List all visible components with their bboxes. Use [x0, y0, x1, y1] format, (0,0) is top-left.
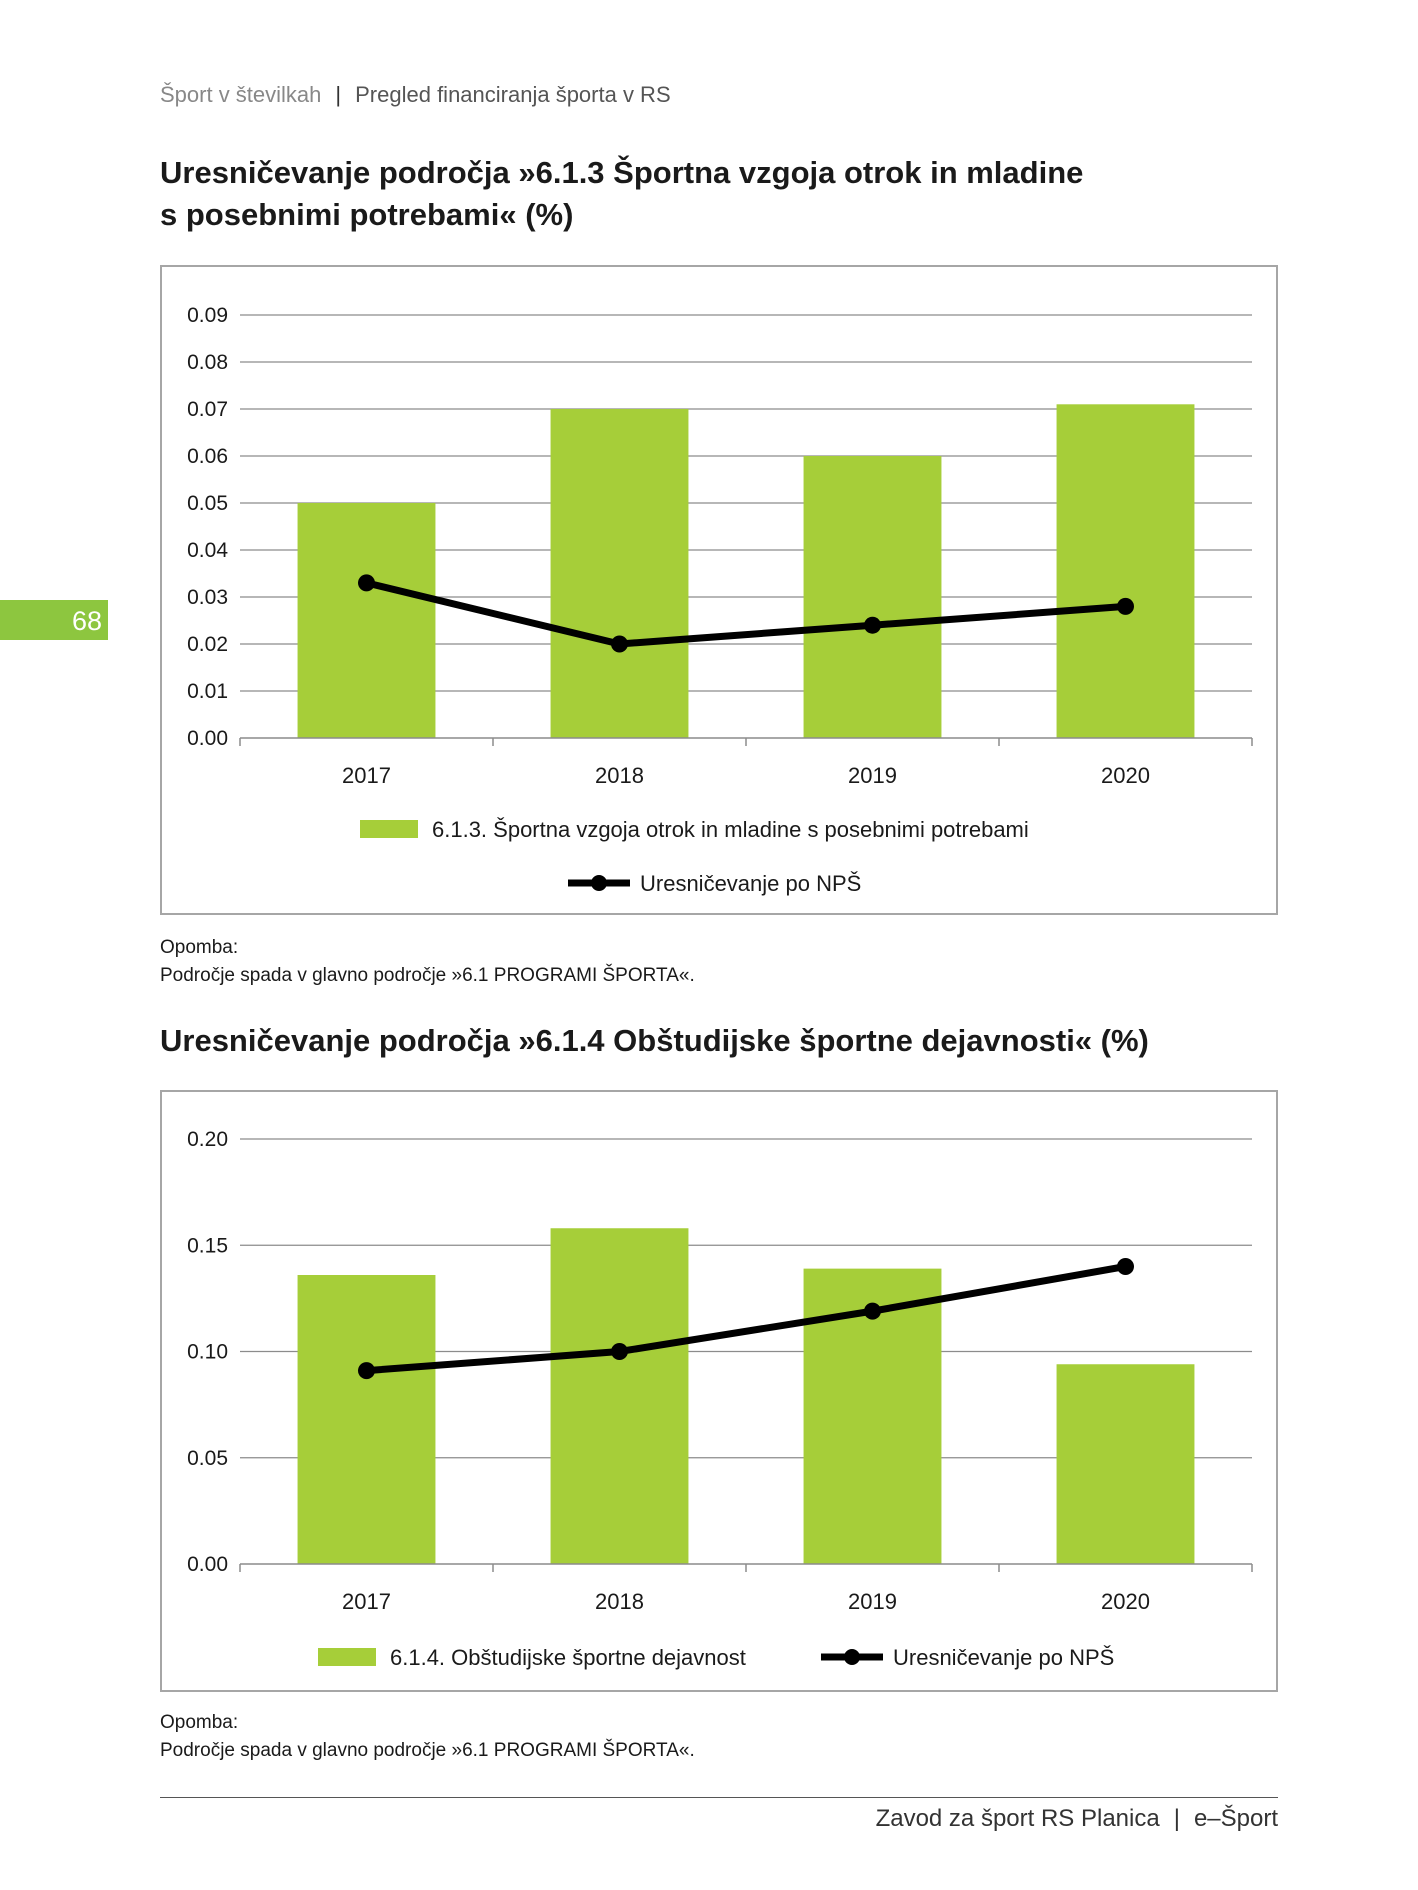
chart-1-y-tick-label: 0.06: [187, 445, 228, 468]
chart-1-y-tick-label: 0.04: [187, 539, 228, 562]
chart-1-line-point-2017: [358, 574, 375, 592]
chart-1-title: Uresničevanje področja »6.1.3 Športna vz…: [160, 152, 1280, 236]
chart-2-bar-2017: [297, 1275, 436, 1564]
chart-1-note-text: Področje spada v glavno področje »6.1 PR…: [160, 965, 695, 986]
chart-1-note: Opomba: Področje spada v glavno področje…: [160, 934, 695, 990]
running-footer: Zavod za šport RS Planica | e–Šport: [876, 1805, 1278, 1833]
footer-rule: [160, 1797, 1278, 1798]
footer-publication: e–Šport: [1193, 1805, 1278, 1832]
chart-2-line-point-2020: [1117, 1258, 1134, 1275]
chart-1-y-tick-label: 0.09: [187, 304, 228, 327]
chart-1-note-label: Opomba:: [160, 937, 239, 958]
page-number-tab: 68: [0, 600, 108, 640]
chart-2-y-tick-label: 0.15: [187, 1234, 228, 1257]
chart-1-x-tick-label: 2018: [595, 763, 644, 788]
chart-2-frame: 0.00 0.05 0.10 0.15 0.20 2017 2018 2019 2020 6.1.…: [160, 1090, 1278, 1692]
chart-2-x-tick-label: 2018: [595, 1589, 644, 1614]
chart-2-line-point-2019: [864, 1302, 881, 1320]
chart-1-x-tick-label: 2017: [342, 763, 391, 788]
chart-1-bar-2020: [1056, 404, 1195, 738]
chart-2-note: Opomba: Področje spada v glavno področje…: [160, 1709, 695, 1765]
chart-1-title-line-2: s posebnimi potrebami« (%): [160, 197, 574, 232]
chart-1-y-tick-label: 0.03: [187, 586, 228, 609]
chart-1-y-tick-label: 0.05: [187, 492, 228, 515]
chart-2-note-label: Opomba:: [160, 1712, 239, 1733]
chart-2-line-point-2017: [358, 1362, 375, 1380]
chart-1-legend-label: 6.1.3. Športna vzgoja otrok in mladine s…: [432, 817, 1029, 842]
running-header: Šport v številkah | Pregled financiranja š…: [160, 82, 671, 108]
chart-2-legend-label: 6.1.4. Obštudijske športne dejavnost: [390, 1645, 746, 1670]
chart-2-bar-2020: [1056, 1364, 1195, 1564]
header-section: Pregled financiranja športa v RS: [355, 82, 671, 107]
chart-2-legend-swatch-bar: [318, 1648, 376, 1666]
chart-2-x-tick-label: 2020: [1101, 1589, 1150, 1614]
chart-2-y-tick-label: 0.10: [187, 1341, 228, 1364]
chart-1-legend-swatch-marker: [591, 875, 607, 891]
chart-1-legend-swatch-bar: [360, 820, 418, 838]
chart-1-plot: 0.00 0.01 0.02 0.03 0.04 0.05 0.06 0.07 0.08 0.09…: [187, 304, 1253, 896]
chart-1-x-tick-label: 2020: [1101, 763, 1150, 788]
header-separator: |: [335, 82, 342, 107]
chart-1-y-tick-label: 0.07: [187, 398, 228, 421]
chart-2-y-tick-label: 0.05: [187, 1447, 228, 1470]
chart-1-line-series: [365, 579, 1126, 648]
chart-2-line-point-2018: [611, 1343, 628, 1360]
footer-organization: Zavod za šport RS Planica: [875, 1805, 1160, 1832]
chart-2-y-tick-label: 0.20: [187, 1128, 228, 1151]
chart-2-plot: 0.00 0.05 0.10 0.15 0.20 2017 2018 2019 2020 6.1.…: [187, 1128, 1253, 1670]
chart-2-title: Uresničevanje področja »6.1.4 Obštudijsk…: [160, 1020, 1280, 1062]
chart-1-legend-label: Uresničevanje po NPŠ: [640, 871, 861, 896]
chart-2-note-text: Področje spada v glavno področje »6.1 PR…: [160, 1740, 695, 1761]
chart-1-y-tick-label: 0.02: [187, 633, 228, 656]
chart-1-y-tick-label: 0.08: [187, 351, 228, 374]
chart-1-bar-2018: [550, 409, 689, 738]
chart-2-title-line-1: Uresničevanje področja »6.1.4 Obštudijsk…: [160, 1023, 1149, 1058]
chart-1-line-point-2020: [1117, 597, 1134, 615]
chart-1-y-tick-label: 0.01: [187, 680, 228, 703]
chart-1-line-point-2018: [611, 635, 628, 653]
chart-1-frame: 0.00 0.01 0.02 0.03 0.04 0.05 0.06 0.07 0.08 0.09…: [160, 265, 1278, 915]
chart-2-legend-label: Uresničevanje po NPŠ: [893, 1645, 1114, 1670]
chart-2-line-series: [366, 1263, 1127, 1375]
footer-separator: |: [1173, 1805, 1180, 1832]
chart-2-bar-2018: [550, 1228, 689, 1564]
page-number: 68: [71, 606, 102, 636]
chart-1-x-tick-label: 2019: [848, 763, 897, 788]
chart-1-bar-2017: [297, 503, 436, 738]
chart-2-x-tick-label: 2017: [342, 1589, 391, 1614]
chart-2-legend-swatch-marker: [844, 1649, 860, 1665]
chart-2-y-tick-label: 0.00: [187, 1553, 228, 1576]
chart-1-bar-2019: [803, 456, 942, 738]
chart-1-y-tick-label: 0.00: [187, 727, 228, 750]
chart-1-title-line-1: Uresničevanje področja »6.1.3 Športna vz…: [160, 155, 1084, 190]
header-publication: Šport v številkah: [160, 82, 322, 107]
chart-1-line-point-2019: [864, 616, 881, 634]
chart-2-x-tick-label: 2019: [848, 1589, 897, 1614]
